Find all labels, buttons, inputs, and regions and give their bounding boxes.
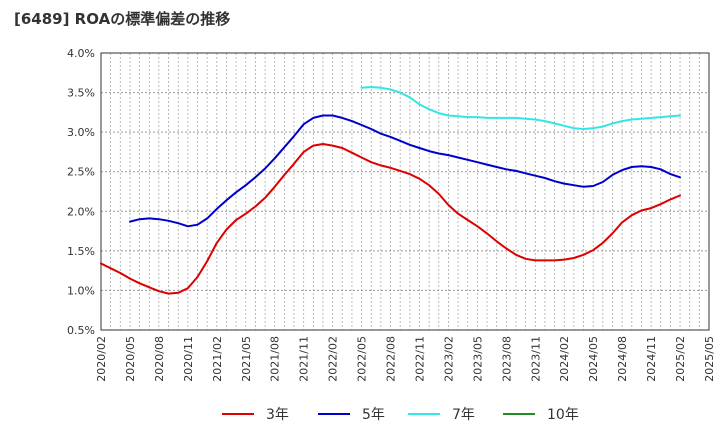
legend-label: 3年 — [266, 407, 289, 423]
y-tick-label: 3.0% — [67, 126, 95, 139]
x-tick-label: 2022/02 — [327, 336, 340, 382]
x-tick-label: 2022/11 — [413, 336, 426, 382]
y-tick-label: 4.0% — [67, 47, 95, 60]
x-tick-label: 2020/11 — [182, 336, 195, 382]
y-tick-label: 3.5% — [67, 87, 95, 100]
x-tick-label: 2020/05 — [124, 336, 137, 382]
x-tick-label: 2022/05 — [356, 336, 369, 382]
legend-label: 10年 — [547, 407, 579, 423]
y-tick-label: 1.0% — [67, 284, 95, 297]
x-tick-label: 2020/08 — [153, 336, 166, 382]
y-tick-label: 0.5% — [67, 324, 95, 337]
x-tick-label: 2024/05 — [587, 336, 600, 382]
series-line-3年 — [100, 143, 681, 295]
y-tick-label: 1.5% — [67, 245, 95, 258]
y-axis-ticks: 4.0% 3.5% 3.0% 2.5% 2.0% 1.5% 1.0% 0.5% — [67, 47, 95, 337]
x-axis-ticks: 2020/02 2020/05 2020/08 2020/11 2021/02 2021/… — [95, 336, 716, 382]
x-tick-label: 2024/11 — [645, 336, 658, 382]
x-tick-label: 2022/08 — [385, 336, 398, 382]
chart-title: [6489] ROAの標準偏差の推移 — [14, 10, 231, 28]
legend-label: 7年 — [452, 407, 475, 423]
legend: 3年 5年 7年 10年 — [222, 407, 579, 423]
x-tick-label: 2025/05 — [703, 336, 716, 382]
plot-area-border — [100, 52, 710, 331]
x-tick-label: 2023/05 — [471, 336, 484, 382]
series-lines — [100, 86, 681, 295]
x-tick-label: 2024/02 — [558, 336, 571, 382]
x-tick-label: 2021/08 — [269, 336, 282, 382]
y-tick-label: 2.5% — [67, 166, 95, 179]
y-tick-label: 2.0% — [67, 205, 95, 218]
x-tick-label: 2024/08 — [616, 336, 629, 382]
x-tick-label: 2021/11 — [298, 336, 311, 382]
plot-area-background — [101, 53, 709, 330]
x-tick-label: 2023/08 — [500, 336, 513, 382]
series-line-7年 — [360, 86, 681, 130]
legend-label: 5年 — [362, 407, 385, 423]
x-tick-label: 2025/02 — [674, 336, 687, 382]
x-tick-label: 2020/02 — [95, 336, 108, 382]
x-tick-label: 2021/02 — [211, 336, 224, 382]
x-tick-label: 2021/05 — [240, 336, 253, 382]
series-line-5年 — [129, 114, 681, 228]
x-tick-label: 2023/02 — [442, 336, 455, 382]
x-tick-label: 2023/11 — [529, 336, 542, 382]
